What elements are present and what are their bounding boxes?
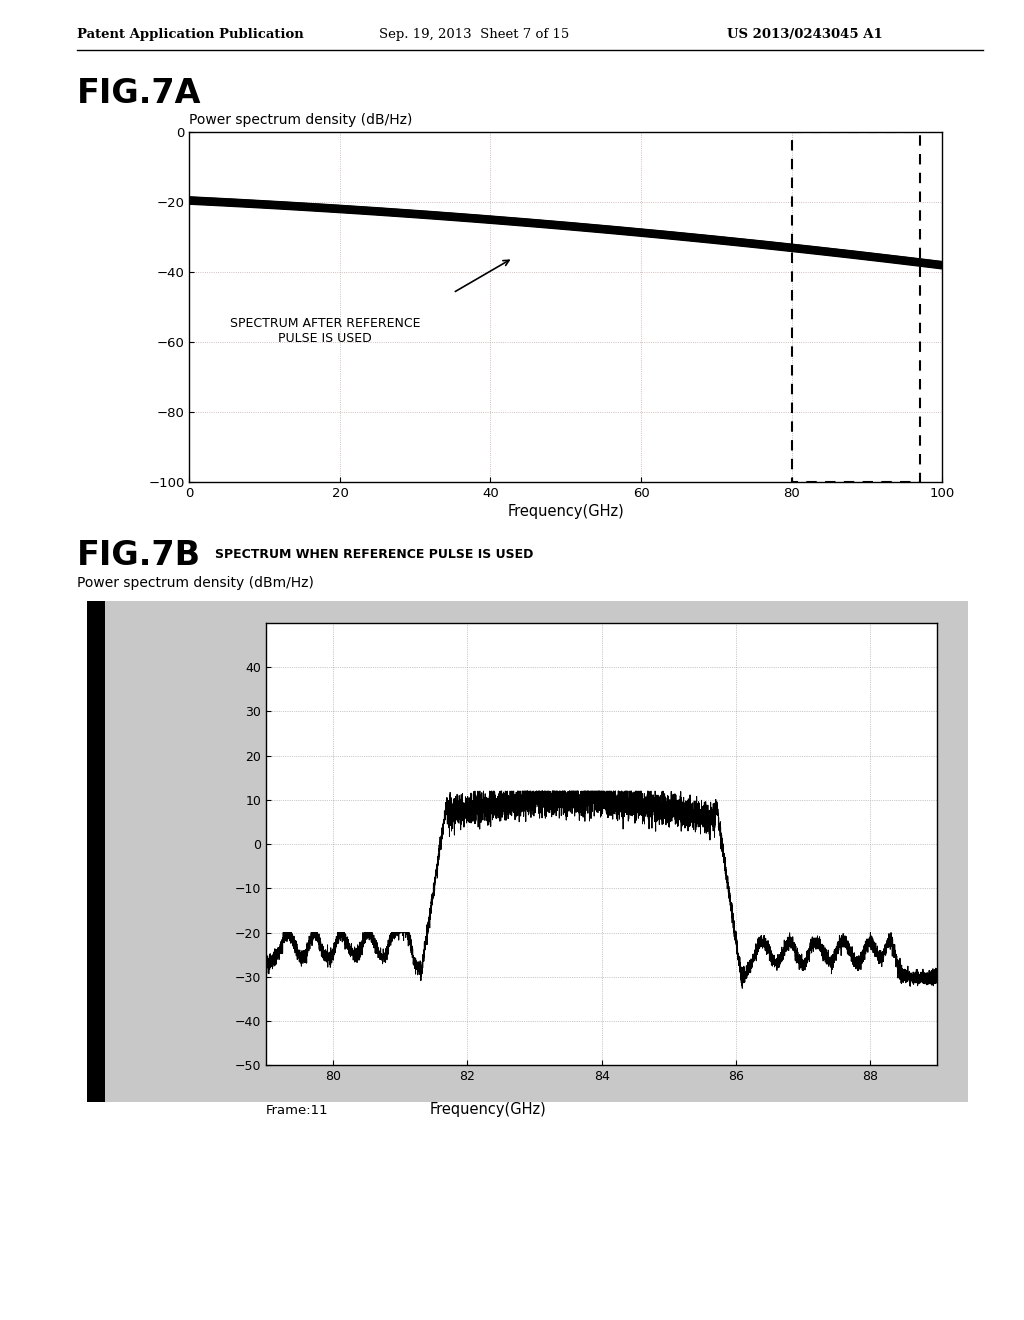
X-axis label: Frequency(GHz): Frequency(GHz) [507, 504, 625, 519]
Text: SPECTRUM WHEN REFERENCE PULSE IS USED: SPECTRUM WHEN REFERENCE PULSE IS USED [215, 548, 534, 561]
Text: Power spectrum density (dBm/Hz): Power spectrum density (dBm/Hz) [77, 577, 313, 590]
Text: Frequency(GHz): Frequency(GHz) [430, 1102, 547, 1117]
Text: Frame:11: Frame:11 [266, 1104, 329, 1117]
Text: Power spectrum density (dB/Hz): Power spectrum density (dB/Hz) [189, 114, 413, 127]
Text: SPECTRUM AFTER REFERENCE
PULSE IS USED: SPECTRUM AFTER REFERENCE PULSE IS USED [229, 317, 420, 346]
Text: FIG.7B: FIG.7B [77, 539, 201, 572]
Text: Patent Application Publication: Patent Application Publication [77, 28, 303, 41]
Text: US 2013/0243045 A1: US 2013/0243045 A1 [727, 28, 883, 41]
Text: Sep. 19, 2013  Sheet 7 of 15: Sep. 19, 2013 Sheet 7 of 15 [379, 28, 569, 41]
Text: FIG.7A: FIG.7A [77, 77, 202, 110]
